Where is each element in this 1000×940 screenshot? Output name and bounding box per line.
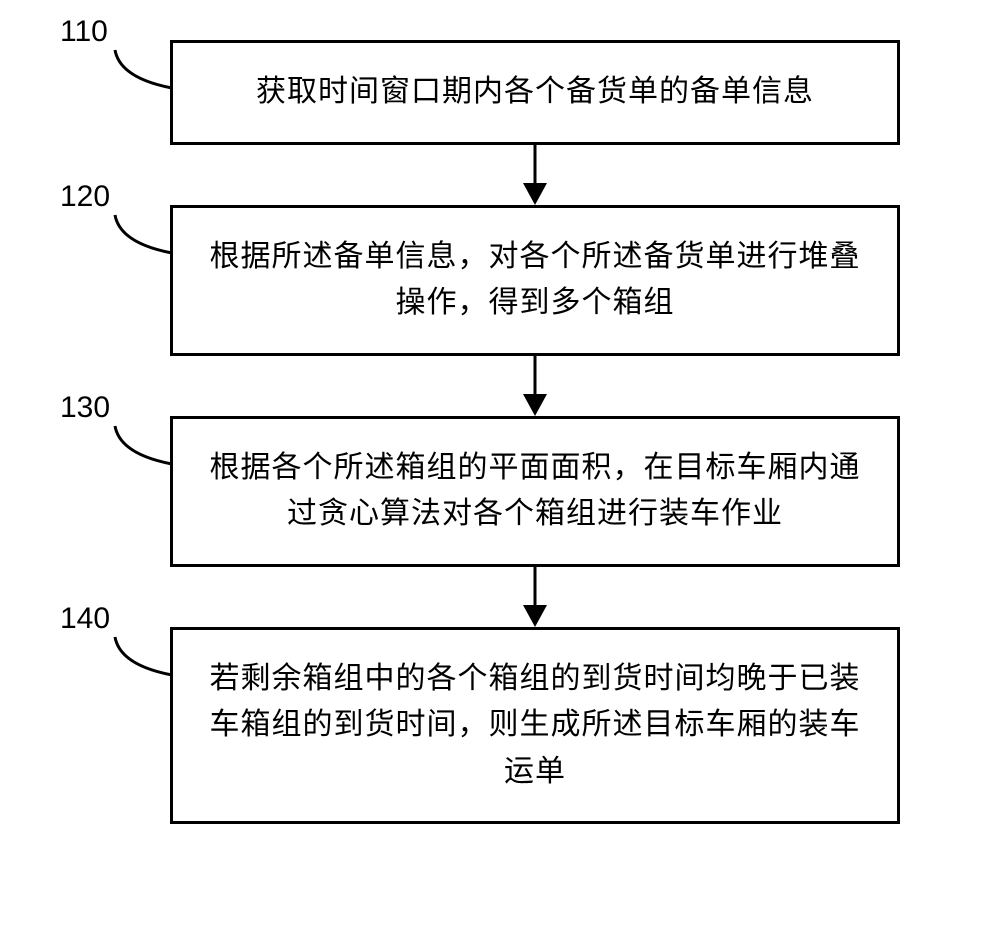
arrow-head-icon <box>523 183 547 205</box>
step-row-130: 130 根据各个所述箱组的平面面积，在目标车厢内通过贪心算法对各个箱组进行装车作… <box>100 416 920 567</box>
step-box-110: 获取时间窗口期内各个备货单的备单信息 <box>170 40 900 145</box>
label-connector-icon <box>110 635 175 685</box>
arrow-head-icon <box>523 605 547 627</box>
step-label: 140 <box>60 602 110 636</box>
step-label: 110 <box>60 15 108 49</box>
label-connector-icon <box>110 213 175 263</box>
step-row-120: 120 根据所述备单信息，对各个所述备货单进行堆叠操作，得到多个箱组 <box>100 205 920 356</box>
label-connector-icon <box>110 48 175 98</box>
flowchart-container: 110 获取时间窗口期内各个备货单的备单信息 120 根据所述备单信息，对各个所… <box>100 40 920 824</box>
step-box-120: 根据所述备单信息，对各个所述备货单进行堆叠操作，得到多个箱组 <box>170 205 900 356</box>
step-row-140: 140 若剩余箱组中的各个箱组的到货时间均晚于已装车箱组的到货时间，则生成所述目… <box>100 627 920 825</box>
step-row-110: 110 获取时间窗口期内各个备货单的备单信息 <box>100 40 920 145</box>
step-box-130: 根据各个所述箱组的平面面积，在目标车厢内通过贪心算法对各个箱组进行装车作业 <box>170 416 900 567</box>
arrow-110-120 <box>170 145 900 205</box>
arrow-line-icon <box>534 145 537 187</box>
arrow-head-icon <box>523 394 547 416</box>
arrow-130-140 <box>170 567 900 627</box>
step-label: 120 <box>60 180 110 214</box>
arrow-line-icon <box>534 567 537 609</box>
step-label: 130 <box>60 391 110 425</box>
step-box-140: 若剩余箱组中的各个箱组的到货时间均晚于已装车箱组的到货时间，则生成所述目标车厢的… <box>170 627 900 825</box>
label-connector-icon <box>110 424 175 474</box>
arrow-line-icon <box>534 356 537 398</box>
arrow-120-130 <box>170 356 900 416</box>
